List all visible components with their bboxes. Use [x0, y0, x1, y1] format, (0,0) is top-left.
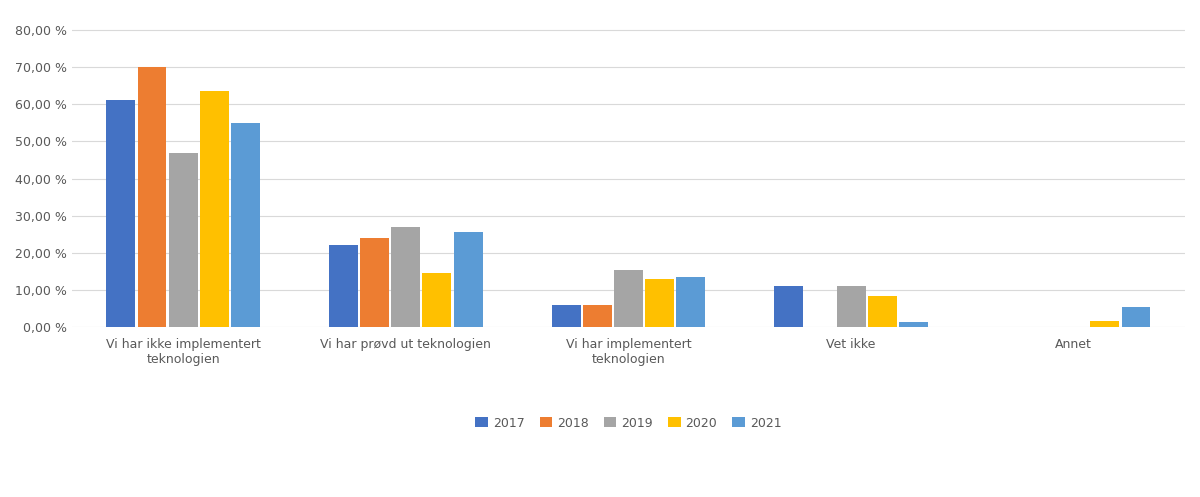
Bar [200, 91, 229, 327]
Bar [583, 305, 612, 327]
Bar [677, 277, 706, 327]
Bar [422, 273, 451, 327]
Bar [169, 153, 198, 327]
Bar [1091, 321, 1120, 327]
Bar [360, 238, 389, 327]
Bar [552, 305, 581, 327]
Bar [774, 286, 803, 327]
Bar [899, 323, 928, 327]
Bar [391, 227, 420, 327]
Bar [646, 279, 674, 327]
Bar [836, 286, 865, 327]
Legend: 2017, 2018, 2019, 2020, 2021: 2017, 2018, 2019, 2020, 2021 [470, 412, 786, 434]
Bar [868, 296, 896, 327]
Bar [454, 233, 482, 327]
Bar [614, 270, 643, 327]
Bar [1122, 307, 1151, 327]
Bar [329, 246, 358, 327]
Bar [107, 100, 136, 327]
Bar [138, 67, 167, 327]
Bar [232, 123, 260, 327]
